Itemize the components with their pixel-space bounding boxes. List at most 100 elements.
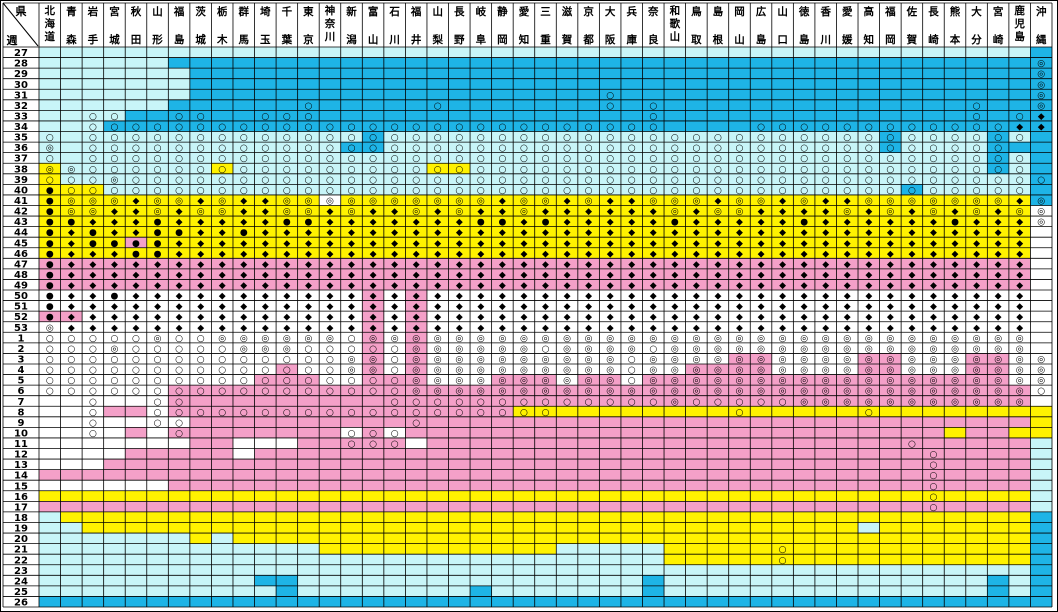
heatmap-cell (1030, 237, 1052, 248)
heatmap-marker: ◆ (197, 218, 204, 228)
heatmap-cell (1030, 554, 1052, 565)
heatmap-marker: ◆ (564, 228, 571, 238)
heatmap-cell (448, 268, 471, 280)
heatmap-cell (319, 68, 341, 79)
heatmap-cell (319, 290, 341, 301)
heatmap-cell (577, 120, 600, 132)
heatmap-cell (103, 237, 126, 248)
heatmap-marker: ○ (628, 355, 636, 365)
heatmap-marker: ○ (261, 154, 269, 164)
heatmap-marker: ○ (218, 366, 226, 376)
heatmap-cell (232, 596, 255, 607)
heatmap-cell (39, 374, 61, 386)
heatmap-cell (125, 279, 147, 291)
heatmap-cell (491, 533, 514, 544)
heatmap-cell (254, 142, 277, 153)
heatmap-cell (814, 268, 837, 280)
heatmap-cell (103, 554, 126, 565)
heatmap-cell (620, 490, 643, 502)
heatmap-marker: ◆ (736, 270, 743, 280)
heatmap-cell (254, 427, 277, 438)
heatmap-marker: ○ (779, 123, 787, 133)
heatmap-marker: ○ (89, 186, 97, 196)
heatmap-cell (793, 363, 815, 375)
heatmap-cell (405, 216, 427, 227)
heatmap-cell (793, 226, 815, 238)
heatmap-marker: ◎ (822, 376, 830, 386)
heatmap-cell (103, 363, 126, 375)
heatmap-marker: ◎ (994, 376, 1002, 386)
heatmap-marker: ○ (283, 408, 291, 418)
heatmap-cell (965, 321, 988, 333)
heatmap-cell (620, 237, 643, 248)
heatmap-cell (1008, 585, 1031, 597)
heatmap-cell (297, 163, 320, 174)
heatmap-cell (836, 226, 859, 238)
heatmap-cell (340, 585, 363, 597)
heatmap-cell (1008, 416, 1031, 428)
heatmap-cell (362, 99, 384, 111)
heatmap-marker: ◎ (1016, 207, 1024, 217)
heatmap-cell (922, 311, 945, 322)
heatmap-marker: ◎ (498, 376, 506, 386)
heatmap-marker: ◆ (413, 292, 420, 302)
heatmap-cell (340, 89, 363, 100)
heatmap-cell (319, 120, 341, 132)
heatmap-marker: ◎ (89, 207, 97, 217)
heatmap-cell (405, 448, 427, 460)
heatmap-marker: ◆ (736, 281, 743, 291)
heatmap-cell (60, 437, 83, 449)
heatmap-cell (814, 395, 837, 407)
heatmap-marker: ◆ (908, 313, 915, 323)
heatmap-cell (814, 142, 837, 153)
heatmap-cell (577, 533, 600, 544)
heatmap-cell (814, 448, 837, 460)
heatmap-marker: ◎ (46, 144, 54, 154)
heatmap-cell (577, 437, 600, 449)
heatmap-marker: ◆ (607, 260, 614, 270)
heatmap-cell (82, 57, 104, 69)
heatmap-cell (664, 99, 686, 111)
heatmap-cell (146, 184, 169, 195)
heatmap-cell (426, 374, 449, 386)
heatmap-marker: ◆ (499, 260, 506, 270)
heatmap-cell (793, 585, 815, 597)
heatmap-marker: ◆ (952, 302, 959, 312)
heatmap-marker: ○ (585, 154, 593, 164)
heatmap-marker: ◆ (628, 218, 635, 228)
heatmap-marker: ○ (67, 175, 75, 185)
heatmap-marker: ◆ (348, 313, 355, 323)
heatmap-cell (491, 216, 514, 227)
heatmap-cell (362, 205, 384, 217)
heatmap-cell (901, 342, 923, 354)
heatmap-cell (922, 575, 945, 586)
heatmap-marker: ◆ (671, 292, 678, 302)
heatmap-marker: ◆ (650, 218, 657, 228)
heatmap-cell (383, 406, 406, 417)
heatmap-marker: ◆ (758, 249, 765, 259)
heatmap-cell (858, 511, 880, 523)
heatmap-cell (426, 300, 449, 312)
heatmap-cell (362, 342, 384, 354)
heatmap-cell (383, 290, 406, 301)
heatmap-cell (901, 247, 923, 259)
heatmap-cell (189, 279, 212, 291)
heatmap-marker: ◎ (800, 366, 808, 376)
heatmap-cell (340, 564, 363, 576)
heatmap-marker: ◎ (455, 344, 463, 354)
heatmap-marker: ○ (757, 165, 765, 175)
heatmap-cell (362, 543, 384, 555)
heatmap-cell (1030, 205, 1052, 217)
heatmap-cell (944, 395, 966, 407)
heatmap-cell (793, 120, 815, 132)
heatmap-cell (534, 363, 557, 375)
heatmap-cell (922, 57, 945, 69)
heatmap-cell (599, 385, 621, 396)
heatmap-cell (577, 564, 600, 576)
heatmap-marker: ◆ (262, 313, 269, 323)
heatmap-cell (470, 163, 492, 174)
heatmap-marker: ◆ (89, 260, 96, 270)
heatmap-marker: ◎ (520, 344, 528, 354)
heatmap-cell (276, 385, 298, 396)
heatmap-marker: ◎ (542, 197, 550, 207)
